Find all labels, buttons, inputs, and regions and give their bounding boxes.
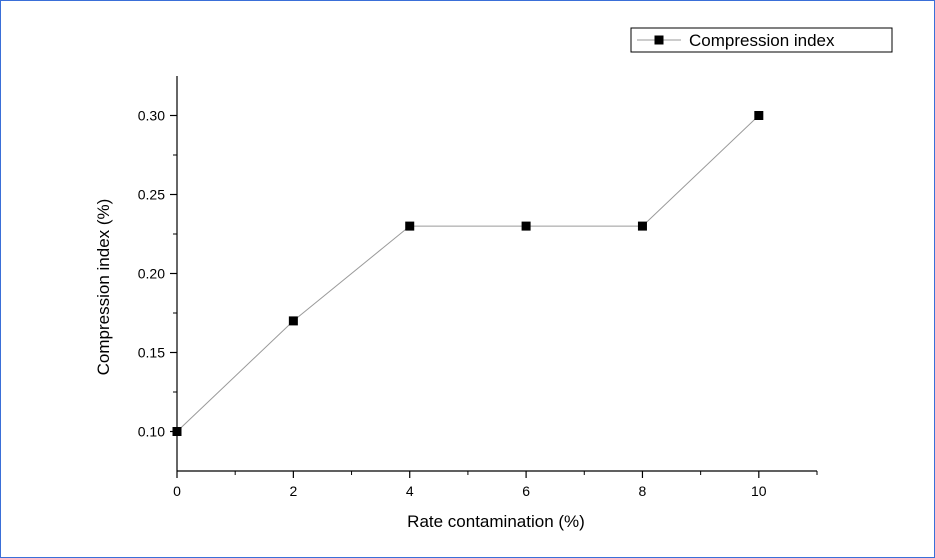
chart-axes <box>176 76 817 472</box>
x-tick-label: 2 <box>289 483 297 499</box>
x-axis-label: Rate contamination (%) <box>407 512 585 531</box>
y-tick-label: 0.10 <box>138 424 165 440</box>
x-tick-label: 10 <box>751 483 767 499</box>
x-tick-label: 4 <box>406 483 414 499</box>
series-line <box>176 115 760 432</box>
data-point <box>754 111 764 120</box>
y-tick-label: 0.15 <box>138 345 165 361</box>
legend-marker <box>654 35 664 45</box>
x-tick-label: 8 <box>639 483 647 499</box>
data-point <box>637 221 647 231</box>
y-tick-label: 0.30 <box>138 108 165 124</box>
chart-series <box>172 111 764 436</box>
y-tick-label: 0.20 <box>138 266 165 282</box>
data-point <box>521 221 531 231</box>
legend: Compression index <box>630 27 893 53</box>
data-point <box>405 221 415 231</box>
chart-ticks: 0 2 4 6 8 10 0.10 0.15 0.20 0.25 0.30 <box>138 108 818 499</box>
legend-label: Compression index <box>689 31 835 50</box>
y-axis-label: Compression index (%) <box>94 199 113 376</box>
data-point <box>172 427 182 436</box>
data-point <box>288 316 298 326</box>
x-tick-label: 0 <box>173 483 181 499</box>
y-tick-label: 0.25 <box>138 187 165 203</box>
x-tick-label: 6 <box>522 483 530 499</box>
